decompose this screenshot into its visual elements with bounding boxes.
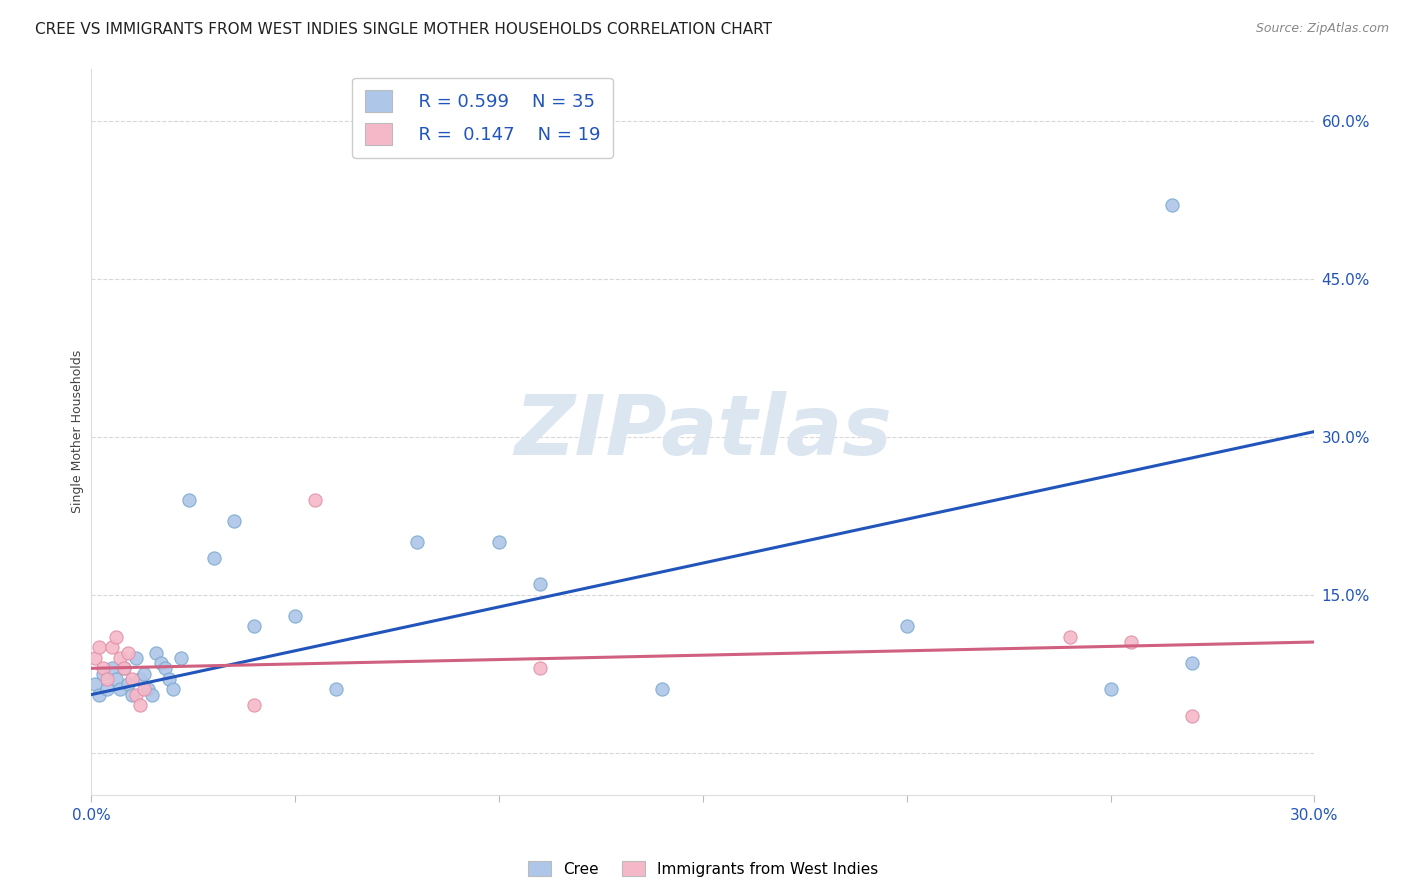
- Point: [108, 682, 131, 697]
- Point: [117, 677, 139, 691]
- Point: [129, 672, 152, 686]
- Point: [325, 682, 347, 697]
- Point: [529, 577, 551, 591]
- Point: [157, 672, 180, 686]
- Point: [104, 672, 127, 686]
- Point: [304, 492, 326, 507]
- Point: [141, 688, 163, 702]
- Point: [243, 619, 266, 633]
- Point: [112, 661, 135, 675]
- Legend:   R = 0.599    N = 35,   R =  0.147    N = 19: R = 0.599 N = 35, R = 0.147 N = 19: [353, 78, 613, 158]
- Point: [100, 661, 122, 675]
- Point: [170, 650, 193, 665]
- Point: [134, 682, 156, 697]
- Point: [177, 492, 200, 507]
- Point: [406, 535, 429, 549]
- Point: [112, 661, 135, 675]
- Point: [89, 688, 111, 702]
- Point: [1059, 630, 1081, 644]
- Point: [1160, 198, 1182, 212]
- Point: [149, 656, 172, 670]
- Text: Source: ZipAtlas.com: Source: ZipAtlas.com: [1256, 22, 1389, 36]
- Point: [162, 682, 184, 697]
- Text: ZIPatlas: ZIPatlas: [513, 391, 891, 472]
- Point: [243, 698, 266, 713]
- Point: [202, 550, 225, 565]
- Point: [651, 682, 673, 697]
- Point: [284, 608, 307, 623]
- Point: [153, 661, 176, 675]
- Point: [125, 650, 148, 665]
- Text: CREE VS IMMIGRANTS FROM WEST INDIES SINGLE MOTHER HOUSEHOLDS CORRELATION CHART: CREE VS IMMIGRANTS FROM WEST INDIES SING…: [35, 22, 772, 37]
- Point: [125, 688, 148, 702]
- Point: [488, 535, 510, 549]
- Point: [121, 688, 143, 702]
- Point: [136, 682, 159, 697]
- Point: [100, 640, 122, 655]
- Point: [145, 646, 167, 660]
- Point: [529, 661, 551, 675]
- Point: [1181, 708, 1204, 723]
- Point: [222, 514, 245, 528]
- Point: [134, 666, 156, 681]
- Point: [96, 672, 118, 686]
- Point: [89, 640, 111, 655]
- Point: [129, 698, 152, 713]
- Point: [1119, 635, 1142, 649]
- Point: [1099, 682, 1122, 697]
- Point: [117, 646, 139, 660]
- Point: [84, 650, 107, 665]
- Point: [121, 672, 143, 686]
- Point: [93, 661, 115, 675]
- Point: [93, 666, 115, 681]
- Point: [96, 682, 118, 697]
- Point: [1181, 656, 1204, 670]
- Point: [104, 630, 127, 644]
- Point: [108, 650, 131, 665]
- Y-axis label: Single Mother Households: Single Mother Households: [72, 350, 84, 513]
- Point: [84, 677, 107, 691]
- Legend: Cree, Immigrants from West Indies: Cree, Immigrants from West Indies: [520, 853, 886, 884]
- Point: [896, 619, 918, 633]
